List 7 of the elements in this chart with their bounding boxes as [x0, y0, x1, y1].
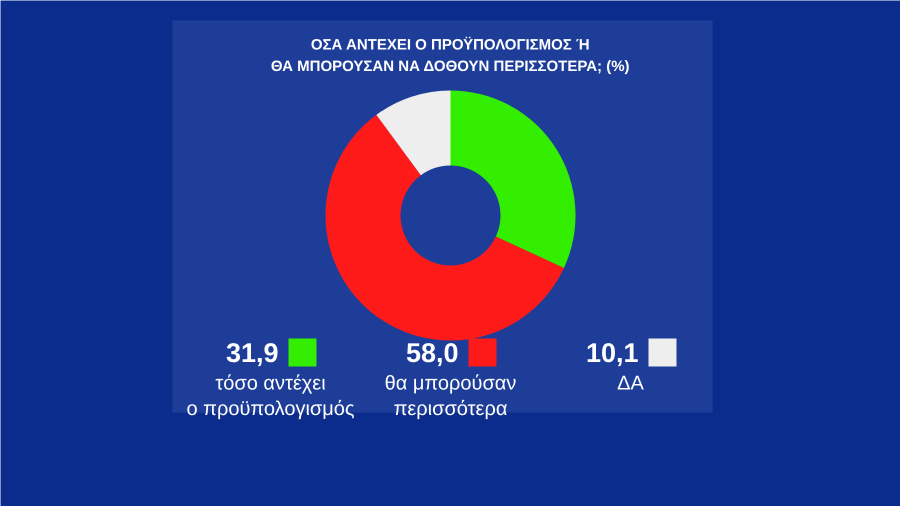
data-label: 31,9	[226, 338, 279, 368]
legend-label: θα μπορούσαν περισσότερα	[384, 372, 516, 420]
data-label: 10,1	[586, 338, 639, 368]
legend-label: τόσο αντέχει ο προϋπολογισμός	[186, 372, 355, 420]
chart-title: ΟΣΑ ΑΝΤΕΧΕΙ Ο ΠΡΟΫΠΟΛΟΓΙΣΜΟΣ Ή ΘΑ ΜΠΟΡΟΥΣΑΝ ΝΑ ΔΟΘΟΥΝ ΠΕΡΙΣΣΟΤΕΡΑ; (%)	[270, 36, 630, 75]
legend-label: ΔΑ	[617, 372, 645, 394]
data-label: 58,0	[406, 338, 459, 368]
